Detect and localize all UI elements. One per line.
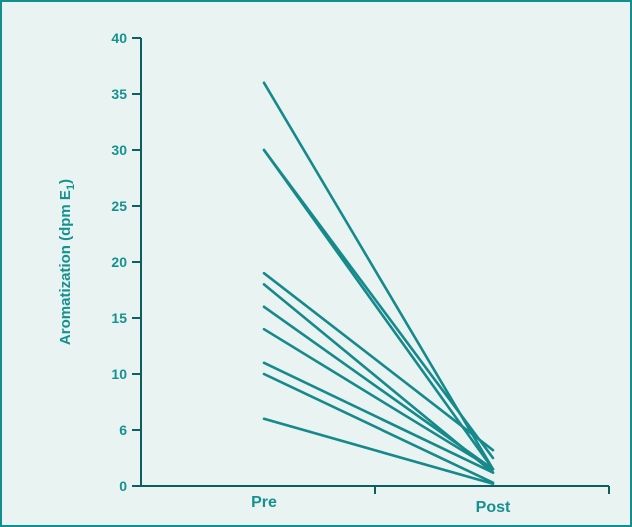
series-line-3 [262,148,495,471]
y-tick-label: 40 [111,30,127,46]
series-line-6 [262,305,495,471]
x-categories: Pre Post [251,494,511,516]
series-line-10 [262,417,495,486]
y-tick-label: 10 [111,366,127,382]
y-tick-label: 25 [111,198,127,214]
y-tick-label: 30 [111,142,127,158]
y-axis-title-main: Aromatization (dpm E [57,190,74,345]
x-category-label-pre: Pre [251,494,277,511]
y-tick-label: 0 [119,478,127,494]
y-tick-label: 6 [119,422,127,438]
series-line-7 [262,327,495,471]
series-line-8 [262,361,495,474]
series-line-4 [262,271,495,452]
y-axis-title-subscript: 1 [65,184,77,190]
series-lines [262,81,495,486]
series-line-9 [262,372,495,484]
y-axis-title: Aromatization (dpm E1) [57,179,77,345]
y-tick-label: 20 [111,254,127,270]
y-axis-title-close: ) [57,179,74,184]
y-tick-label: 35 [111,86,127,102]
y-tick-label: 15 [111,310,127,326]
y-ticks: 0 6 10 15 20 25 30 35 40 [111,30,141,494]
x-category-label-post: Post [476,499,511,516]
